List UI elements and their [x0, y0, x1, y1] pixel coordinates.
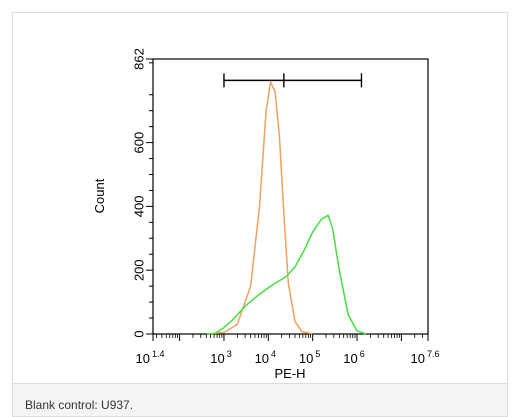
- y-tick-label: 200: [132, 259, 147, 281]
- y-axis: 0 200 400 600 862: [132, 48, 153, 338]
- gate-marker: [223, 73, 363, 88]
- x-axis-title: PE-H: [274, 366, 305, 381]
- y-tick-label: 400: [132, 196, 147, 218]
- y-tick-label: 0: [132, 330, 147, 337]
- x-tick-label: 10 3: [210, 349, 231, 366]
- plot-frame: [152, 58, 429, 335]
- figure-card: 0 200 400 600 862 10 1.4 10 3 10 4 10 5 10 6 10 7.6 PE-…: [12, 12, 508, 417]
- x-tick-label: 10 6: [343, 349, 364, 366]
- x-tick-label: 10 4: [255, 349, 276, 366]
- series-line-1: [206, 81, 313, 335]
- x-tick-label: 10 1.4: [136, 349, 165, 366]
- x-tick-label: 10 7.6: [411, 349, 440, 366]
- y-tick-label: 862: [132, 48, 147, 70]
- histogram-figure: 0 200 400 600 862 10 1.4 10 3 10 4 10 5 10 6 10 7.6 PE-…: [73, 19, 453, 387]
- series-line-2: [206, 214, 367, 335]
- y-tick-label: 600: [132, 132, 147, 154]
- histogram-chart: 0 200 400 600 862 10 1.4 10 3 10 4 10 5 10 6 10 7.6 PE-…: [92, 48, 440, 381]
- y-axis-title: Count: [92, 178, 107, 213]
- x-axis: 10 1.4 10 3 10 4 10 5 10 6 10 7.6: [136, 334, 440, 366]
- series-layer: [206, 81, 367, 335]
- x-tick-label: 10 5: [299, 349, 320, 366]
- caption-bar: Blank control: U937.: [13, 383, 507, 416]
- figure-caption: Blank control: U937.: [25, 398, 134, 412]
